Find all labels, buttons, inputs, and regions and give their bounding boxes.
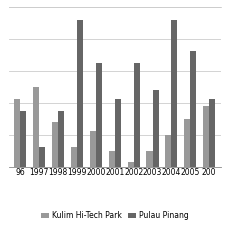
Bar	[165, 135, 171, 166]
Bar	[171, 20, 178, 166]
Bar	[77, 20, 83, 166]
Bar	[153, 90, 159, 166]
Bar	[184, 119, 190, 166]
Bar	[146, 151, 153, 166]
Bar	[96, 63, 102, 166]
Bar	[90, 131, 96, 166]
Bar	[115, 99, 121, 166]
Bar	[20, 110, 26, 166]
Bar	[203, 106, 209, 166]
Bar	[71, 147, 77, 166]
Bar	[109, 151, 115, 166]
Bar	[209, 99, 215, 166]
Bar	[134, 63, 140, 166]
Legend: Kulim Hi-Tech Park, Pulau Pinang: Kulim Hi-Tech Park, Pulau Pinang	[38, 208, 191, 223]
Bar	[190, 52, 196, 166]
Bar	[33, 87, 39, 166]
Bar	[14, 99, 20, 166]
Bar	[52, 122, 58, 166]
Bar	[128, 162, 134, 166]
Bar	[39, 147, 45, 166]
Bar	[58, 110, 64, 166]
